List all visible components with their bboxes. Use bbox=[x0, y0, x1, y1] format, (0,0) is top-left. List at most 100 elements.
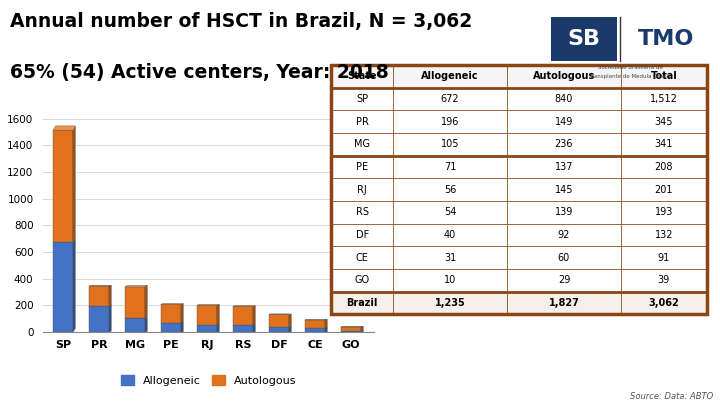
Bar bbox=[621, 246, 707, 269]
Polygon shape bbox=[73, 126, 76, 243]
Bar bbox=[507, 156, 621, 178]
Polygon shape bbox=[181, 322, 184, 332]
Polygon shape bbox=[233, 306, 253, 325]
Bar bbox=[393, 87, 507, 110]
Text: RJ: RJ bbox=[357, 185, 367, 194]
Text: RS: RS bbox=[356, 207, 369, 217]
Text: 345: 345 bbox=[654, 117, 673, 126]
Text: 193: 193 bbox=[654, 207, 673, 217]
Bar bbox=[331, 224, 393, 246]
Bar bbox=[621, 178, 707, 201]
Text: 71: 71 bbox=[444, 162, 456, 172]
Polygon shape bbox=[341, 327, 361, 331]
Polygon shape bbox=[161, 304, 181, 323]
Text: 341: 341 bbox=[654, 139, 673, 149]
Text: Total: Total bbox=[650, 71, 678, 81]
Bar bbox=[331, 87, 393, 110]
Bar bbox=[331, 65, 707, 314]
Text: Allogeneic: Allogeneic bbox=[421, 71, 479, 81]
Bar bbox=[621, 269, 707, 292]
Polygon shape bbox=[73, 239, 76, 332]
Bar bbox=[507, 201, 621, 224]
Bar bbox=[393, 246, 507, 269]
Polygon shape bbox=[161, 323, 181, 332]
Polygon shape bbox=[217, 324, 220, 332]
Polygon shape bbox=[269, 327, 289, 332]
Text: 132: 132 bbox=[654, 230, 673, 240]
Text: 1,512: 1,512 bbox=[650, 94, 678, 104]
Bar bbox=[331, 201, 393, 224]
Bar bbox=[393, 65, 507, 87]
Polygon shape bbox=[109, 305, 112, 332]
Bar bbox=[621, 292, 707, 314]
Text: 672: 672 bbox=[441, 94, 459, 104]
Polygon shape bbox=[253, 306, 256, 325]
Bar bbox=[331, 269, 393, 292]
Text: GO: GO bbox=[354, 275, 369, 285]
Text: 91: 91 bbox=[658, 253, 670, 262]
Text: 3,062: 3,062 bbox=[649, 298, 679, 308]
Text: 65% (54) Active centers, Year: 2018: 65% (54) Active centers, Year: 2018 bbox=[10, 63, 389, 82]
Text: TMO: TMO bbox=[638, 29, 695, 49]
Text: 54: 54 bbox=[444, 207, 456, 217]
Text: 10: 10 bbox=[444, 275, 456, 285]
Polygon shape bbox=[145, 318, 148, 332]
Text: 29: 29 bbox=[558, 275, 570, 285]
Legend: Allogeneic, Autologous: Allogeneic, Autologous bbox=[117, 371, 301, 390]
Bar bbox=[507, 292, 621, 314]
Text: SB: SB bbox=[567, 29, 600, 49]
Bar bbox=[507, 269, 621, 292]
Bar bbox=[551, 17, 617, 61]
Bar bbox=[393, 156, 507, 178]
Polygon shape bbox=[89, 286, 109, 306]
Polygon shape bbox=[233, 325, 253, 332]
Polygon shape bbox=[197, 305, 217, 325]
Bar bbox=[393, 133, 507, 156]
Polygon shape bbox=[197, 325, 217, 332]
Text: Sociedade Brasileira de: Sociedade Brasileira de bbox=[598, 65, 662, 70]
Bar bbox=[331, 65, 393, 87]
Bar bbox=[507, 246, 621, 269]
Polygon shape bbox=[325, 328, 328, 332]
Text: Source: Data: ABTO: Source: Data: ABTO bbox=[629, 392, 713, 401]
Bar bbox=[393, 178, 507, 201]
Bar bbox=[621, 87, 707, 110]
Bar bbox=[331, 110, 393, 133]
Bar bbox=[507, 110, 621, 133]
Text: State: State bbox=[348, 71, 377, 81]
Polygon shape bbox=[125, 318, 145, 332]
Bar bbox=[393, 292, 507, 314]
Text: Autologous: Autologous bbox=[533, 71, 595, 81]
Text: 840: 840 bbox=[555, 94, 573, 104]
Bar bbox=[507, 87, 621, 110]
Text: 201: 201 bbox=[654, 185, 673, 194]
Text: Transplante de Medula Óssea: Transplante de Medula Óssea bbox=[590, 73, 670, 79]
Polygon shape bbox=[269, 314, 292, 315]
Bar bbox=[393, 110, 507, 133]
Polygon shape bbox=[305, 328, 325, 332]
Polygon shape bbox=[253, 325, 256, 332]
Bar bbox=[331, 292, 393, 314]
Polygon shape bbox=[53, 130, 73, 243]
Text: 137: 137 bbox=[554, 162, 573, 172]
Text: CE: CE bbox=[356, 253, 369, 262]
Text: PR: PR bbox=[356, 117, 369, 126]
Text: Annual number of HSCT in Brazil, N = 3,062: Annual number of HSCT in Brazil, N = 3,0… bbox=[10, 12, 472, 31]
Text: MG: MG bbox=[354, 139, 370, 149]
Bar bbox=[621, 156, 707, 178]
Bar bbox=[331, 178, 393, 201]
Text: 196: 196 bbox=[441, 117, 459, 126]
Polygon shape bbox=[269, 315, 289, 327]
Bar bbox=[507, 133, 621, 156]
Polygon shape bbox=[53, 243, 73, 332]
Text: 92: 92 bbox=[558, 230, 570, 240]
Bar bbox=[331, 156, 393, 178]
Bar bbox=[507, 224, 621, 246]
Bar bbox=[393, 224, 507, 246]
Text: PE: PE bbox=[356, 162, 368, 172]
Polygon shape bbox=[89, 305, 112, 306]
Bar bbox=[621, 133, 707, 156]
Text: 40: 40 bbox=[444, 230, 456, 240]
Polygon shape bbox=[109, 285, 112, 306]
Bar bbox=[621, 110, 707, 133]
